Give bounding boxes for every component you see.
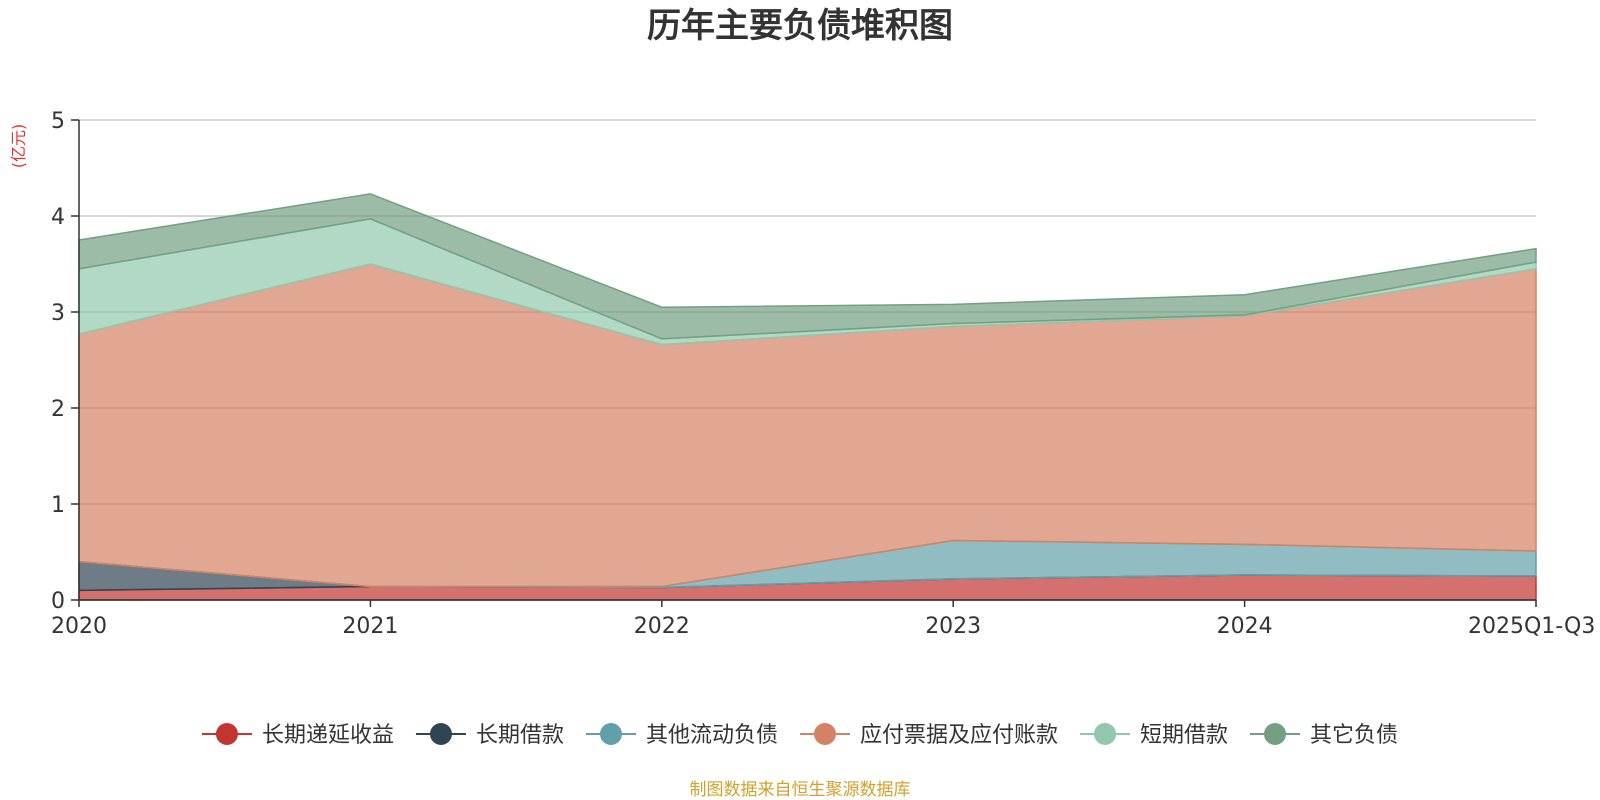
x-tick-label: 2021 [342,614,398,639]
area-series[interactable] [78,193,1537,340]
legend-marker [429,723,452,745]
x-tick-label: 2023 [925,614,981,639]
legend-item[interactable]: 长期递延收益 [201,723,394,748]
legend-marker [1264,723,1287,745]
legend-label: 其它负债 [1310,723,1398,748]
x-tick-label: 2025Q1-Q3 [1468,614,1595,639]
y-tick-label: 4 [51,205,65,230]
legend-label: 短期借款 [1140,723,1228,748]
area-series-group [78,193,1537,601]
x-tick-label: 2022 [634,614,690,639]
legend-label: 长期递延收益 [262,723,394,748]
legend-marker [814,723,836,745]
data-source-note: 制图数据来自恒生聚源数据库 [690,780,911,800]
axes: 0 1 2 3 4 5 2020 2021 2022 2023 2024 2025Q1-Q3 [51,109,1595,639]
y-tick-label: 2 [51,397,65,422]
legend-marker [1094,723,1117,745]
legend-marker [599,723,622,745]
legend-item[interactable]: 其它负债 [1250,723,1398,748]
x-tick-label: 2020 [51,614,107,639]
y-tick-label: 5 [51,109,65,134]
x-tick-label: 2024 [1217,614,1273,639]
legend-marker [215,723,238,745]
legend-label: 应付票据及应付账款 [860,723,1058,748]
y-tick-label: 3 [51,301,65,326]
legend-item[interactable]: 短期借款 [1080,723,1228,748]
legend-label: 其他流动负债 [646,723,778,748]
legend[interactable]: 长期递延收益 长期借款 其他流动负债 应付票据及应付账款 短期借款 其它负债 [201,723,1398,748]
legend-item[interactable]: 应付票据及应付账款 [800,723,1058,748]
legend-label: 长期借款 [476,723,564,748]
y-axis-unit-label: (亿元) [9,124,28,169]
chart-title: 历年主要负债堆积图 [647,6,953,46]
y-tick-label: 0 [51,589,65,614]
legend-item[interactable]: 其他流动负债 [585,723,778,748]
y-tick-label: 1 [51,493,65,518]
legend-item[interactable]: 长期借款 [415,723,564,748]
